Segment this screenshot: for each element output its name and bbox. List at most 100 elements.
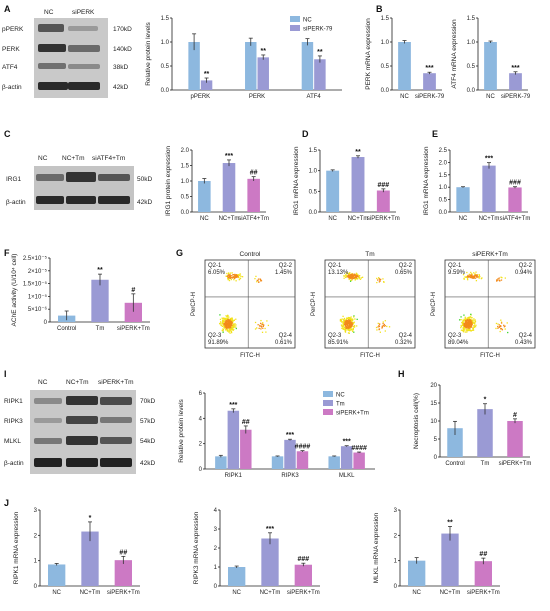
flow-event-dot [473, 319, 475, 321]
flow-event-dot [466, 279, 469, 281]
flow-event-dot [465, 276, 467, 279]
flow-event-dot [223, 320, 225, 322]
flow-plot-title: siPERK+Tm [472, 251, 508, 258]
flow-event-dot [503, 326, 506, 328]
flow-event-dot [257, 278, 260, 280]
x-tick-label: Tm [96, 326, 105, 332]
y-tick-label: 1×10⁻⁵ [28, 293, 48, 300]
flow-event-dot [473, 325, 476, 327]
flow-event-dot [463, 331, 465, 333]
y-tick-label: 0.5 [439, 198, 448, 204]
flow-event-dot [476, 276, 478, 278]
significance-label: ** [317, 49, 323, 56]
flow-event-dot [226, 320, 228, 323]
flow-event-dot [254, 321, 257, 324]
quadrant-percent: 0.65% [395, 270, 413, 276]
flow-event-dot [239, 274, 241, 277]
flow-event-dot [464, 316, 466, 318]
flow-event-dot [225, 329, 227, 331]
significance-label: # [131, 287, 135, 294]
flow-event-dot [471, 323, 473, 326]
flow-event-dot [349, 328, 352, 330]
flow-event-dot [462, 273, 465, 276]
flow-event-dot [225, 319, 227, 322]
x-tick-label: pPERK [190, 94, 210, 100]
flow-event-dot [471, 329, 473, 331]
y-tick-label: 1.0 [161, 40, 170, 46]
flow-event-dot [353, 321, 355, 323]
flow-event-dot [231, 277, 233, 279]
flow-event-dot [344, 326, 347, 329]
flow-event-dot [225, 317, 227, 320]
western-blot-a: A NC siPERK pPERK PERK ATF4 β-actin 170k… [2, 4, 132, 98]
bar [200, 80, 213, 90]
flow-event-dot [232, 327, 234, 329]
flow-event-dot [349, 274, 351, 277]
band [68, 45, 100, 52]
legend-swatch [290, 25, 300, 31]
chart-j1: J 0 1 2 3 RIPK1 mRNA expression NC * NC+Tm ## siPE… [4, 498, 140, 596]
flow-event-dot [219, 318, 222, 321]
flow-event-dot [342, 327, 344, 330]
bar [48, 564, 66, 586]
flow-event-dot [501, 276, 503, 279]
flow-event-dot [262, 327, 264, 329]
significance-label: ** [447, 519, 453, 526]
band [34, 398, 62, 404]
flow-event-dot [506, 322, 508, 324]
bar [257, 57, 269, 90]
y-tick-label: 1.5 [439, 173, 448, 179]
flow-event-dot [234, 323, 236, 325]
flow-event-dot [349, 275, 351, 277]
flow-event-dot [349, 329, 351, 331]
flow-event-dot [256, 279, 258, 282]
flow-event-dot [350, 277, 352, 280]
significance-label: *** [343, 439, 351, 446]
flow-event-dot [259, 322, 262, 325]
flow-event-dot [350, 325, 352, 328]
flow-event-dot [500, 328, 503, 330]
flow-event-dot [471, 275, 474, 278]
lane-label: NC [38, 379, 48, 386]
flow-event-dot [380, 278, 382, 281]
flow-event-dot [227, 278, 229, 281]
flow-event-dot [504, 277, 506, 279]
chart-a-chart: 0.0 0.5 1.0 1.5 Relative protein levels ** pPE… [145, 16, 342, 100]
y-tick-label: 2 [199, 442, 203, 448]
flow-event-dot [465, 329, 467, 331]
flow-event-dot [467, 274, 469, 277]
flow-event-dot [225, 323, 228, 325]
flow-event-dot [479, 275, 481, 278]
x-tick-label: NC+Tm [219, 216, 240, 222]
flow-event-dot [379, 331, 382, 333]
y-axis-label: IRG1 protein expression [165, 146, 172, 216]
flow-event-dot [239, 277, 242, 280]
flow-event-dot [352, 273, 354, 275]
x-tick-label: Control [57, 326, 76, 332]
flow-event-dot [224, 317, 226, 320]
flow-event-dot [350, 275, 352, 278]
flow-event-dot [378, 325, 381, 328]
flow-event-dot [359, 278, 362, 280]
flow-event-dot [346, 327, 348, 329]
flow-event-dot [350, 279, 352, 281]
flow-event-dot [466, 324, 469, 326]
y-tick-label: 0.0 [439, 210, 448, 216]
x-tick-label: Control [445, 461, 464, 467]
flow-event-dot [219, 314, 221, 316]
y-axis-label: MLKL mRNA expression [373, 512, 380, 583]
significance-label: ### [297, 556, 309, 563]
flow-event-dot [360, 277, 363, 279]
flow-event-dot [254, 277, 256, 280]
flow-event-dot [499, 325, 501, 328]
flow-event-dot [259, 325, 261, 327]
flow-event-dot [356, 325, 358, 327]
flow-event-dot [469, 329, 471, 331]
flow-event-dot [472, 321, 474, 323]
band [98, 174, 130, 181]
flow-event-dot [228, 325, 231, 327]
flow-event-dot [353, 316, 355, 318]
band [36, 196, 64, 204]
significance-label: *** [511, 65, 519, 72]
flow-event-dot [462, 326, 465, 329]
